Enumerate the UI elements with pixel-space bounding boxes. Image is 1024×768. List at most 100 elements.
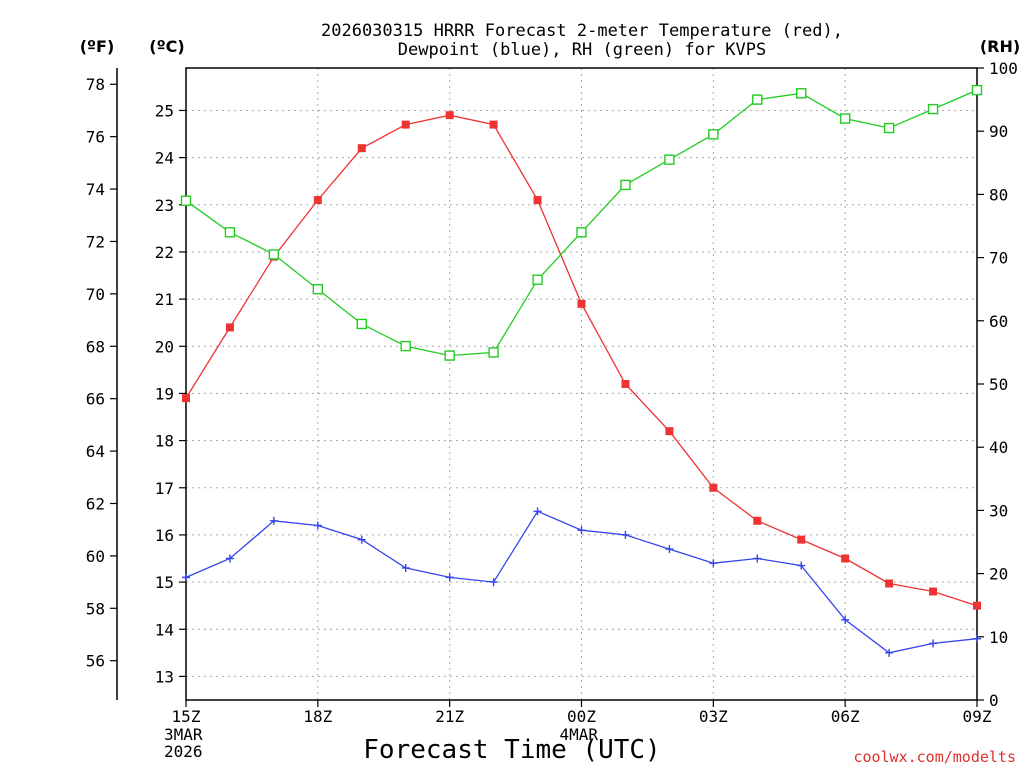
celsius-tick-label: 17 bbox=[155, 479, 174, 498]
fahrenheit-tick-label: 66 bbox=[86, 390, 105, 409]
data-point bbox=[444, 350, 455, 361]
credit-text: coolwx.com/modelts bbox=[853, 748, 1016, 766]
data-point bbox=[885, 648, 894, 657]
rh-tick-label: 50 bbox=[989, 375, 1008, 394]
data-point bbox=[797, 561, 806, 570]
data-point bbox=[312, 284, 324, 295]
data-point bbox=[180, 195, 192, 206]
data-point bbox=[929, 587, 938, 596]
data-point bbox=[841, 554, 850, 563]
fahrenheit-tick-label: 68 bbox=[86, 337, 105, 356]
data-point bbox=[357, 144, 366, 153]
rh-tick-label: 60 bbox=[989, 312, 1008, 331]
celsius-tick-label: 16 bbox=[155, 526, 174, 545]
data-point bbox=[709, 483, 718, 492]
data-point bbox=[885, 579, 894, 588]
rh-tick-label: 70 bbox=[989, 249, 1008, 268]
x-tick-label: 00Z bbox=[567, 707, 596, 726]
celsius-tick-label: 15 bbox=[155, 573, 174, 592]
data-point bbox=[709, 559, 718, 568]
fahrenheit-tick-label: 58 bbox=[86, 599, 105, 618]
rh-tick-label: 80 bbox=[989, 185, 1008, 204]
fahrenheit-tick-label: 74 bbox=[86, 180, 105, 199]
data-point bbox=[489, 578, 498, 587]
x-date-label: 3MAR bbox=[164, 725, 203, 744]
data-point bbox=[665, 545, 674, 554]
fahrenheit-tick-label: 64 bbox=[86, 442, 105, 461]
data-point bbox=[269, 516, 278, 525]
data-point bbox=[621, 380, 630, 388]
data-point bbox=[797, 535, 806, 544]
x-date-label: 4MAR bbox=[560, 725, 599, 744]
data-point bbox=[400, 340, 411, 352]
fahrenheit-tick-label: 62 bbox=[86, 494, 105, 513]
axes: 56 58 60 62 64 66 68 70 72 74 76 78 13 14 15 16 17 18 19 20… bbox=[86, 59, 1018, 761]
rh-unit-label: (RH) bbox=[980, 37, 1020, 56]
x-tick-label: 15Z bbox=[172, 707, 201, 726]
data-point bbox=[225, 323, 234, 332]
data-point bbox=[357, 535, 366, 544]
data-point bbox=[883, 122, 895, 134]
celsius-tick-label: 18 bbox=[155, 432, 174, 451]
data-point bbox=[445, 573, 454, 582]
x-tick-label: 09Z bbox=[963, 707, 992, 726]
series-dewpoint bbox=[182, 507, 981, 657]
grid bbox=[186, 68, 977, 700]
chart-title-line-2: Dewpoint (blue), RH (green) for KVPS bbox=[398, 40, 766, 60]
x-tick-label: 03Z bbox=[699, 707, 728, 726]
data-point bbox=[973, 601, 981, 610]
fahrenheit-unit-label: (ºF) bbox=[80, 37, 115, 56]
fahrenheit-tick-label: 76 bbox=[86, 128, 105, 147]
data-point bbox=[708, 129, 719, 140]
celsius-tick-label: 13 bbox=[155, 667, 174, 686]
data-point bbox=[488, 347, 499, 358]
data-point bbox=[489, 120, 498, 129]
celsius-unit-label: (ºC) bbox=[149, 37, 184, 56]
rh-tick-label: 30 bbox=[989, 501, 1008, 520]
celsius-tick-label: 23 bbox=[155, 196, 174, 215]
data-point bbox=[796, 88, 807, 99]
data-point bbox=[268, 249, 280, 260]
fahrenheit-tick-label: 72 bbox=[86, 232, 105, 251]
data-point bbox=[182, 573, 190, 582]
rh-tick-label: 0 bbox=[989, 691, 999, 710]
plot-frame bbox=[185, 67, 978, 701]
rh-tick-label: 10 bbox=[989, 628, 1008, 647]
data-point bbox=[182, 394, 190, 403]
data-point bbox=[752, 94, 763, 105]
data-point bbox=[577, 526, 586, 535]
data-point bbox=[929, 639, 938, 648]
rh-tick-label: 100 bbox=[989, 59, 1018, 78]
fahrenheit-tick-label: 60 bbox=[86, 547, 105, 566]
data-point bbox=[445, 111, 454, 120]
data-point bbox=[225, 554, 234, 563]
celsius-tick-label: 25 bbox=[155, 101, 174, 120]
x-date-label: 2026 bbox=[164, 742, 203, 761]
data-point bbox=[753, 516, 762, 525]
data-point bbox=[356, 318, 367, 330]
data-point bbox=[665, 427, 674, 436]
data-point bbox=[401, 563, 410, 572]
data-point bbox=[621, 530, 630, 539]
data-point bbox=[753, 554, 762, 563]
rh-tick-label: 20 bbox=[989, 565, 1008, 584]
x-axis-label: Forecast Time (UTC) bbox=[363, 735, 660, 765]
data-point bbox=[313, 521, 322, 530]
celsius-tick-label: 19 bbox=[155, 384, 174, 403]
data-point bbox=[533, 196, 542, 205]
series-rh bbox=[180, 84, 983, 361]
celsius-tick-label: 20 bbox=[155, 337, 174, 356]
data-point bbox=[973, 634, 981, 643]
data-point bbox=[313, 196, 322, 205]
celsius-tick-label: 14 bbox=[155, 620, 174, 639]
chart-title-line-1: 2026030315 HRRR Forecast 2-meter Tempera… bbox=[321, 21, 843, 41]
data-point bbox=[927, 103, 939, 115]
data-point bbox=[224, 227, 236, 238]
data-point bbox=[971, 84, 983, 96]
data-point bbox=[664, 154, 675, 165]
x-tick-label: 18Z bbox=[303, 707, 332, 726]
fahrenheit-tick-label: 56 bbox=[86, 652, 105, 671]
fahrenheit-tick-label: 70 bbox=[86, 285, 105, 304]
data-point bbox=[839, 113, 851, 124]
